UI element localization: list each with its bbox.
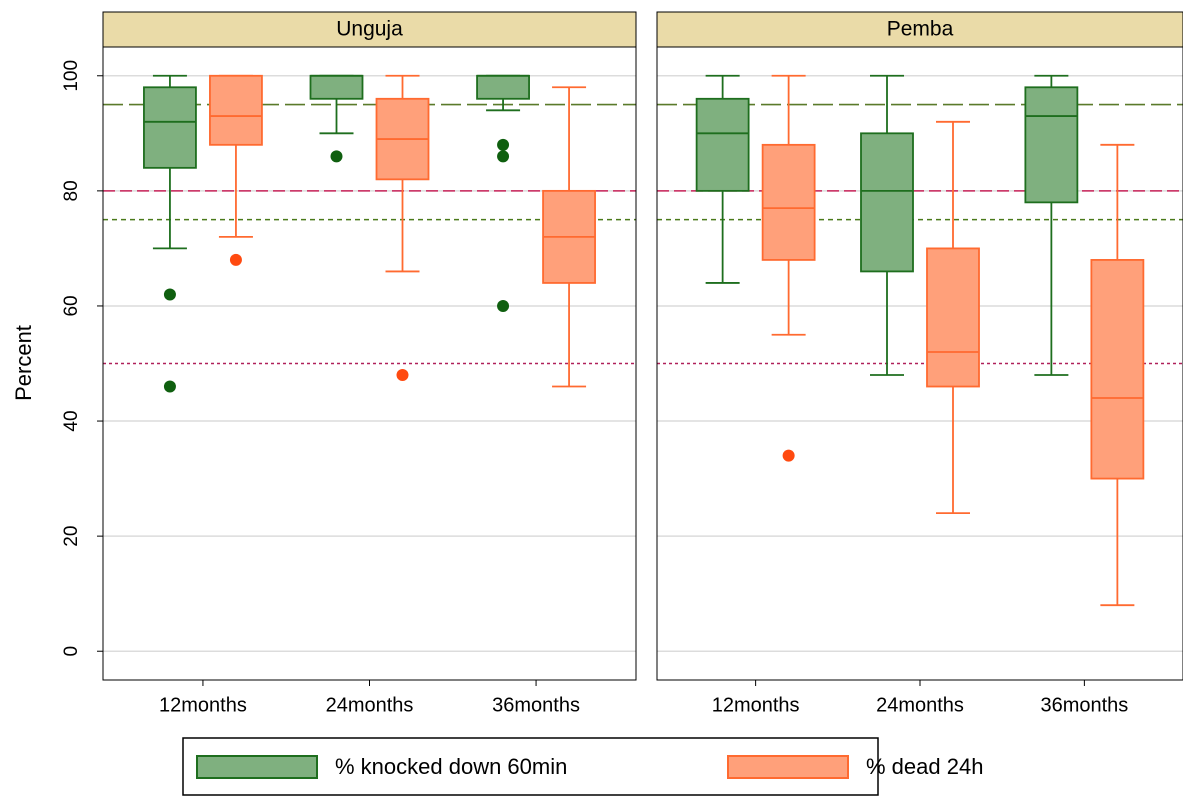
- panel-header: [656, 11, 1183, 48]
- panel-title: Pemba: [887, 18, 954, 41]
- outlier: [330, 150, 343, 163]
- plot-frame: [656, 46, 1183, 681]
- box: [143, 86, 197, 169]
- box: [1090, 259, 1145, 480]
- outlier: [396, 369, 409, 382]
- box: [309, 74, 364, 100]
- outlier: [163, 288, 176, 301]
- y-tick-label: 40: [61, 410, 82, 431]
- y-axis-label: Percent: [11, 325, 36, 401]
- box: [209, 74, 263, 146]
- x-tick-label: 36months: [1040, 694, 1128, 716]
- outlier: [163, 380, 176, 393]
- outlier: [782, 449, 795, 462]
- y-tick-label: 0: [61, 646, 82, 657]
- box: [926, 247, 980, 388]
- y-tick-label: 20: [61, 526, 82, 547]
- outlier: [497, 299, 510, 312]
- outlier: [497, 138, 510, 151]
- x-tick-label: 24months: [326, 694, 414, 716]
- panel-header: [102, 11, 637, 48]
- legend-swatch: [196, 755, 318, 779]
- plot-frame: [102, 46, 637, 681]
- panel-title: Unguja: [336, 18, 403, 41]
- outlier: [497, 150, 510, 163]
- y-tick-label: 100: [61, 60, 82, 92]
- box: [761, 143, 816, 261]
- box: [1024, 86, 1079, 204]
- x-tick-label: 12months: [712, 694, 800, 716]
- outlier: [229, 253, 242, 266]
- x-tick-label: 12months: [159, 694, 247, 716]
- x-tick-label: 36months: [492, 694, 580, 716]
- legend-label: % knocked down 60min: [335, 754, 567, 779]
- y-tick-label: 80: [61, 180, 82, 201]
- box: [860, 132, 914, 273]
- box: [476, 74, 530, 100]
- legend-swatch: [727, 755, 849, 779]
- legend-label: % dead 24h: [866, 754, 983, 779]
- box: [695, 97, 750, 192]
- y-tick-label: 60: [61, 295, 82, 316]
- x-tick-label: 24months: [876, 694, 964, 716]
